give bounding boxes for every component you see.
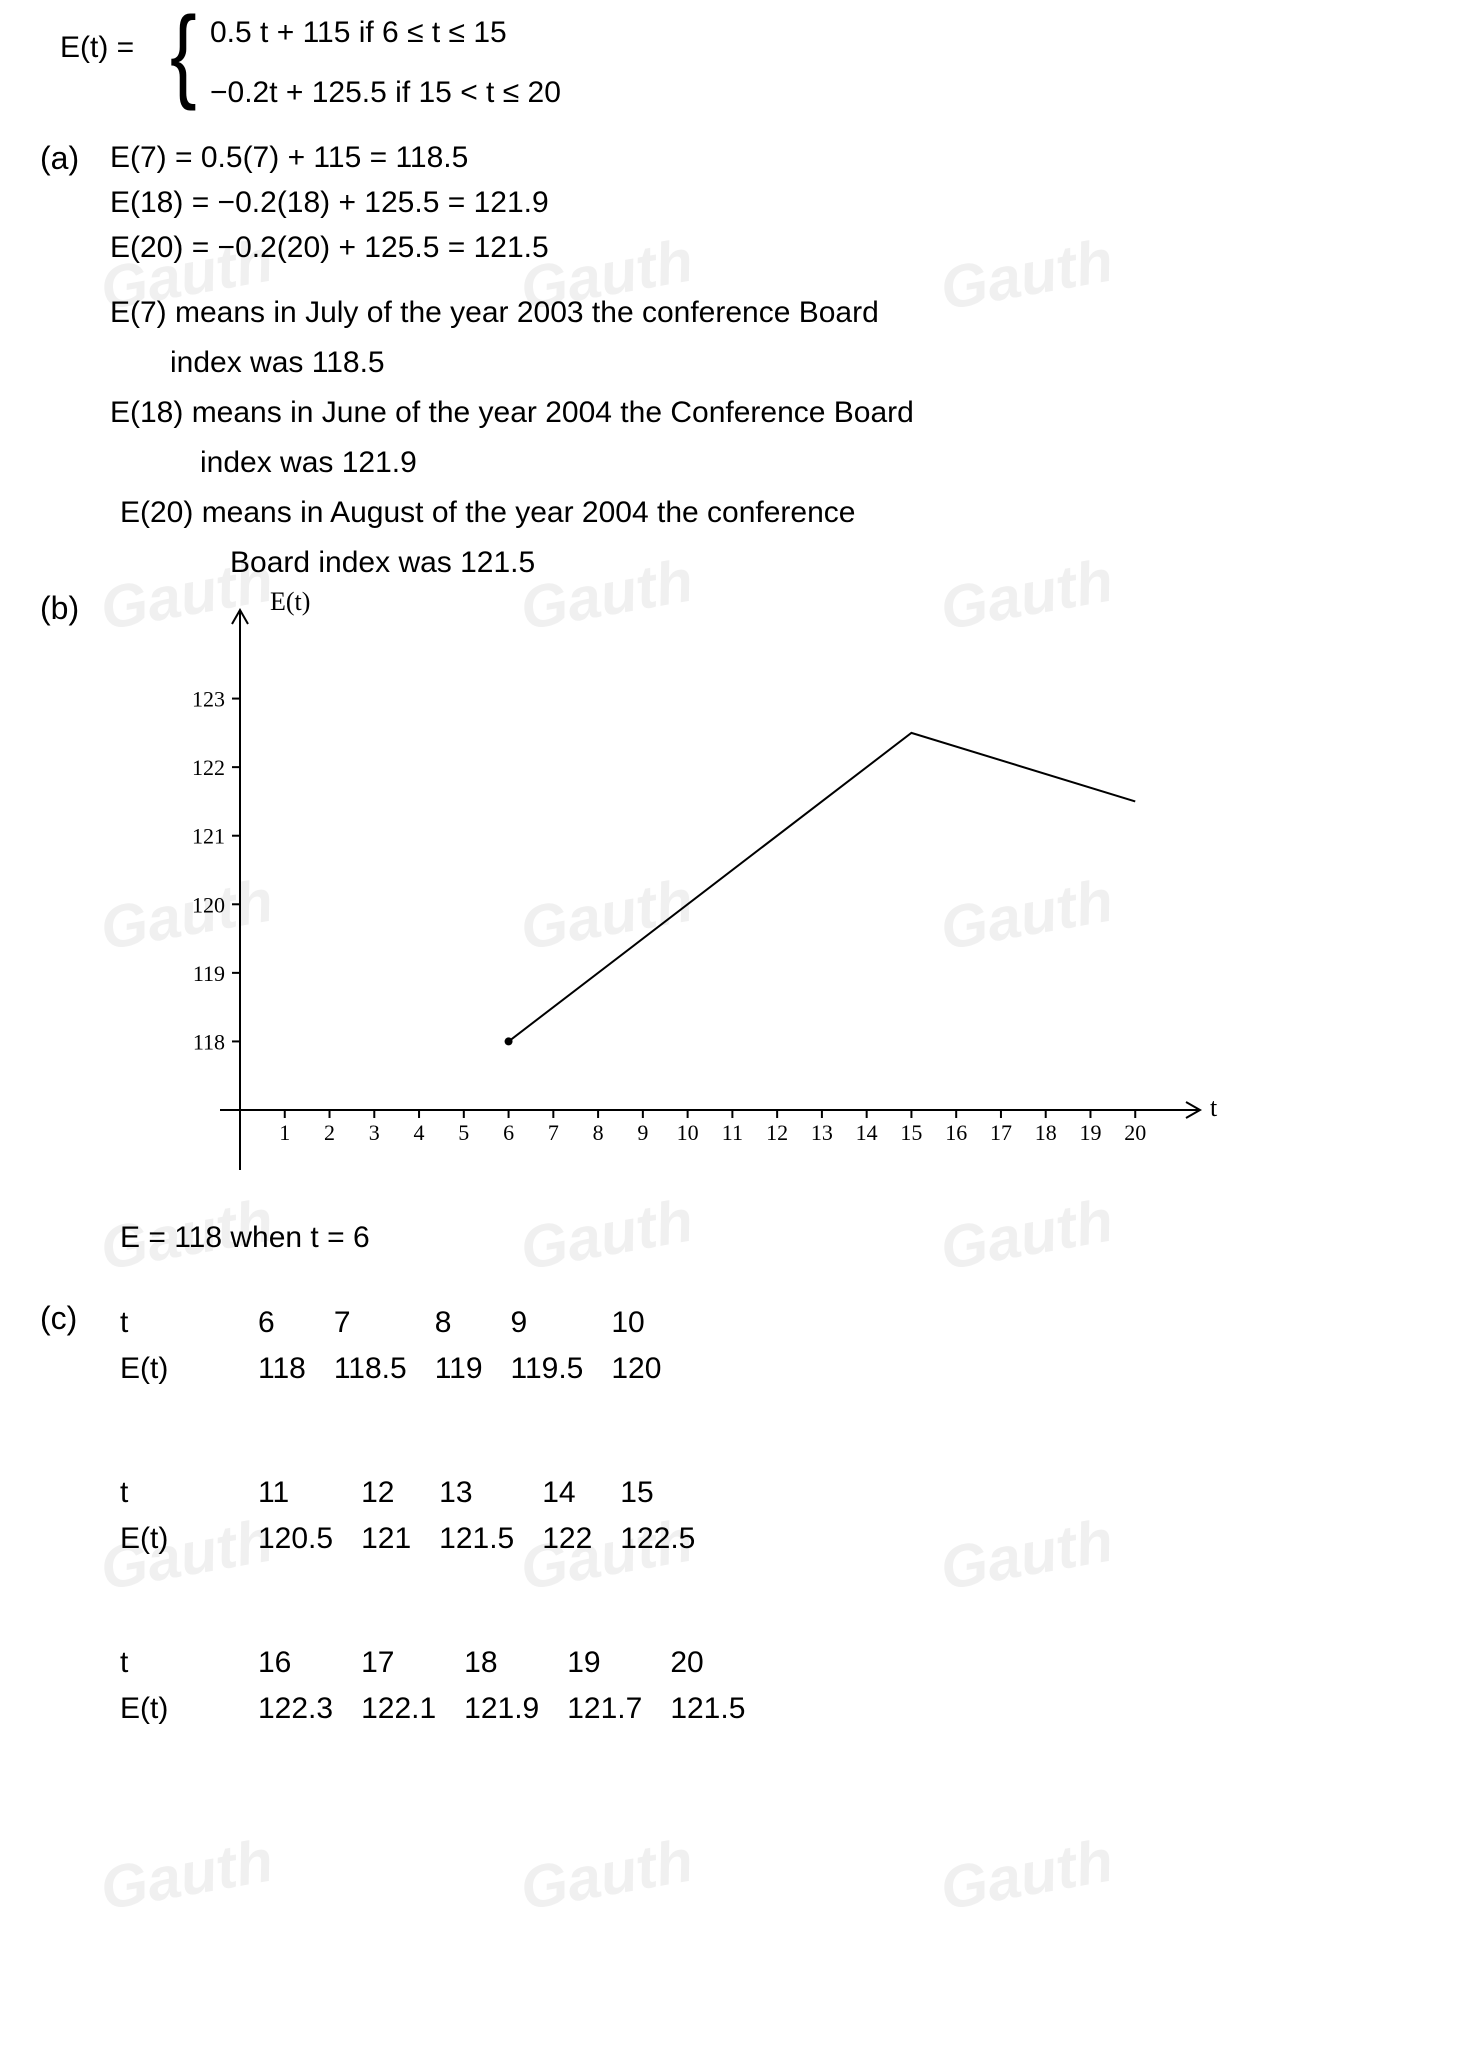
table-cell: 118: [258, 1346, 334, 1392]
svg-text:20: 20: [1124, 1120, 1146, 1145]
svg-text:9: 9: [637, 1120, 648, 1145]
watermark: Gauth: [95, 1825, 278, 1923]
table-cell: 118.5: [334, 1346, 435, 1392]
part-a-int7a: E(7) means in July of the year 2003 the …: [110, 295, 879, 331]
table-cell: 121.9: [464, 1686, 567, 1732]
svg-text:13: 13: [811, 1120, 833, 1145]
svg-text:18: 18: [1035, 1120, 1057, 1145]
table-rowhead-E: E(t): [120, 1686, 258, 1732]
table-rowhead-t: t: [120, 1470, 258, 1516]
table-cell: 19: [567, 1640, 670, 1686]
table-cell: 17: [361, 1640, 464, 1686]
piecewise-lhs: E(t) =: [60, 30, 134, 66]
watermark: Gauth: [935, 225, 1118, 323]
table-cell: 122: [542, 1516, 620, 1562]
part-b-label: (b): [40, 590, 79, 627]
table-cell: 122.5: [620, 1516, 723, 1562]
piecewise-case1: 0.5 t + 115 if 6 ≤ t ≤ 15: [210, 15, 507, 51]
table-cell: 13: [439, 1470, 542, 1516]
table-block-1: t678910 E(t)118118.5119119.5120: [120, 1300, 689, 1392]
svg-text:1: 1: [279, 1120, 290, 1145]
svg-text:2: 2: [324, 1120, 335, 1145]
svg-text:E(t): E(t): [270, 590, 310, 616]
svg-text:4: 4: [414, 1120, 425, 1145]
table-cell: 121.7: [567, 1686, 670, 1732]
part-a-int20a: E(20) means in August of the year 2004 t…: [120, 495, 855, 531]
piecewise-brace: {: [170, 2, 197, 106]
svg-text:16: 16: [945, 1120, 967, 1145]
svg-text:19: 19: [1079, 1120, 1101, 1145]
part-a-e7: E(7) = 0.5(7) + 115 = 118.5: [110, 140, 468, 176]
table-cell: 121.5: [439, 1516, 542, 1562]
table-cell: 20: [670, 1640, 773, 1686]
svg-text:12: 12: [766, 1120, 788, 1145]
svg-text:120: 120: [192, 892, 225, 917]
part-a-int18b: index was 121.9: [200, 445, 417, 481]
svg-text:t: t: [1210, 1093, 1218, 1122]
chart: E(t)t11811912012112212312345678910111213…: [120, 590, 1220, 1210]
table-cell: 18: [464, 1640, 567, 1686]
part-a-e20: E(20) = −0.2(20) + 125.5 = 121.5: [110, 230, 549, 266]
table-cell: 121: [361, 1516, 439, 1562]
part-a-e18: E(18) = −0.2(18) + 125.5 = 121.9: [110, 185, 549, 221]
svg-text:10: 10: [677, 1120, 699, 1145]
table-cell: 15: [620, 1470, 723, 1516]
watermark: Gauth: [935, 1505, 1118, 1603]
svg-text:123: 123: [192, 687, 225, 712]
table-cell: 11: [258, 1470, 361, 1516]
table-block-2: t1112131415 E(t)120.5121121.5122122.5: [120, 1470, 723, 1562]
table-cell: 122.1: [361, 1686, 464, 1732]
table-rowhead-t: t: [120, 1640, 258, 1686]
table-cell: 8: [435, 1300, 511, 1346]
part-c-label: (c): [40, 1300, 77, 1337]
table-cell: 121.5: [670, 1686, 773, 1732]
svg-text:5: 5: [458, 1120, 469, 1145]
piecewise-case2: −0.2t + 125.5 if 15 < t ≤ 20: [210, 75, 561, 111]
svg-text:122: 122: [192, 755, 225, 780]
table-cell: 14: [542, 1470, 620, 1516]
table-cell: 122.3: [258, 1686, 361, 1732]
table-cell: 10: [611, 1300, 689, 1346]
table-cell: 119.5: [511, 1346, 612, 1392]
svg-text:118: 118: [193, 1029, 225, 1054]
svg-text:11: 11: [722, 1120, 743, 1145]
table-cell: 119: [435, 1346, 511, 1392]
table-cell: 12: [361, 1470, 439, 1516]
svg-text:7: 7: [548, 1120, 559, 1145]
table-rowhead-t: t: [120, 1300, 258, 1346]
page-root: { "piecewise": { "lhs": "E(t) =", "case1…: [0, 0, 1457, 2048]
part-a-int7b: index was 118.5: [170, 345, 385, 381]
svg-text:119: 119: [193, 961, 225, 986]
table-cell: 120: [611, 1346, 689, 1392]
table-rowhead-E: E(t): [120, 1516, 258, 1562]
part-a-label: (a): [40, 140, 79, 177]
svg-text:6: 6: [503, 1120, 514, 1145]
svg-text:8: 8: [593, 1120, 604, 1145]
part-b-footer: E = 118 when t = 6: [120, 1220, 370, 1256]
table-cell: 6: [258, 1300, 334, 1346]
watermark: Gauth: [935, 1825, 1118, 1923]
table-block-3: t1617181920 E(t)122.3122.1121.9121.7121.5: [120, 1640, 773, 1732]
svg-text:17: 17: [990, 1120, 1012, 1145]
table-cell: 16: [258, 1640, 361, 1686]
part-a-int20b: Board index was 121.5: [230, 545, 535, 581]
part-a-int18a: E(18) means in June of the year 2004 the…: [110, 395, 914, 431]
watermark: Gauth: [515, 1825, 698, 1923]
svg-text:14: 14: [856, 1120, 878, 1145]
table-cell: 7: [334, 1300, 435, 1346]
table-cell: 120.5: [258, 1516, 361, 1562]
svg-text:15: 15: [900, 1120, 922, 1145]
table-rowhead-E: E(t): [120, 1346, 258, 1392]
table-cell: 9: [511, 1300, 612, 1346]
svg-text:121: 121: [192, 824, 225, 849]
svg-text:3: 3: [369, 1120, 380, 1145]
